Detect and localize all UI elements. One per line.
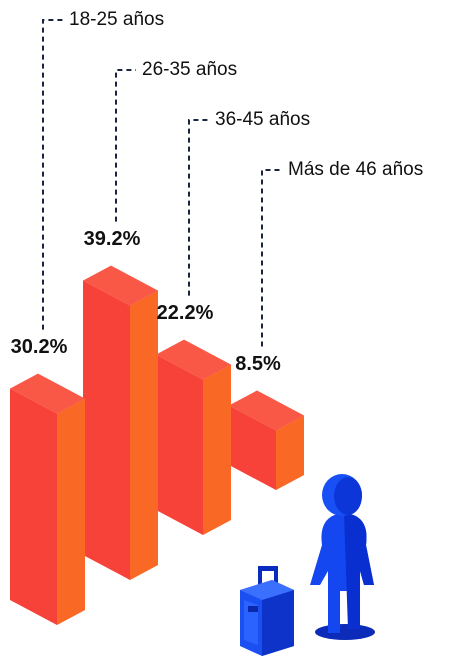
leader-line [115,69,136,222]
leader-line [42,19,63,330]
traveler-illustration [240,474,375,656]
value-label: 8.5% [235,353,281,375]
bar [83,280,130,580]
bar-side [130,290,158,580]
bar-top [156,339,231,380]
value-label: 39.2% [84,228,141,250]
bar-side-shade [130,290,158,580]
bar-top-shade [229,390,304,431]
category-label: 36-45 años [215,109,310,130]
bar-side [57,398,85,625]
category-label: Más de 46 años [288,159,423,180]
bar-side-shade [57,398,85,625]
bar-side-shade [276,415,304,490]
bar [229,405,276,490]
bar-top-shade [10,373,85,414]
bar-side [276,415,304,490]
bar-top [83,265,158,306]
bar-3d [10,373,85,625]
bar-3d [156,339,231,535]
bar-3d [83,265,158,580]
bar-side-shade [203,364,231,535]
bar [156,354,203,535]
bar-top [229,390,304,431]
category-label: 18-25 años [69,9,164,30]
leader-line [188,119,209,296]
bar-3d [229,390,304,490]
bar-top-shade [83,265,158,306]
value-label: 22.2% [157,302,214,324]
bar-side [203,364,231,535]
bar-top [10,373,85,414]
leader-line [261,169,282,347]
category-label: 26-35 años [142,59,237,80]
bar [10,388,57,625]
value-label: 30.2% [11,336,68,358]
bar-top-shade [156,339,231,380]
